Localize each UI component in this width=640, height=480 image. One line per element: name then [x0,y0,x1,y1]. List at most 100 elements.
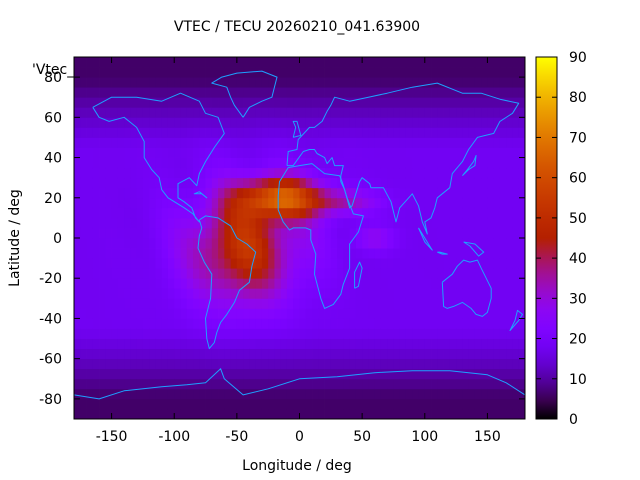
heat-cell [211,67,219,78]
heat-cell [474,117,482,128]
heat-cell [218,348,225,360]
heat-cell [249,388,257,400]
heat-cell [274,77,282,88]
heat-cell [211,87,219,98]
heat-cell [362,388,369,400]
heat-cell [299,117,307,128]
heat-cell [136,57,144,68]
heat-cell [130,107,138,118]
heat-cell [380,408,388,420]
heat-cell [224,258,231,269]
heat-cell [393,238,401,249]
heat-cell [349,147,357,158]
heat-cell [506,268,513,279]
heat-cell [80,348,87,360]
heat-cell [393,87,401,98]
heat-cell [506,378,513,390]
heat-cell [243,408,250,420]
heat-cell [405,248,413,259]
heat-cell [380,238,388,249]
heat-cell [518,157,526,169]
heat-cell [280,238,288,249]
heat-cell [499,258,507,269]
heat-cell [374,268,382,279]
heat-cell [299,408,307,420]
heat-cell [481,57,488,68]
heat-cell [418,107,426,118]
heat-cell [180,388,188,400]
heat-cell [518,147,526,158]
heat-cell [337,227,344,239]
heat-cell [349,217,357,229]
heat-cell [456,328,463,339]
heat-cell [362,197,369,209]
heat-cell [337,137,344,148]
heat-cell [218,268,225,279]
heat-cell [362,318,369,329]
heat-cell [299,348,307,360]
heat-cell [149,358,156,370]
heat-cell [405,127,413,138]
heat-cell [92,378,100,390]
heat-cell [449,308,457,319]
x-tick-label: 100 [411,429,438,445]
heat-cell [506,248,513,259]
heat-cell [274,378,282,390]
heat-cell [299,77,307,88]
heat-cell [205,288,213,299]
heat-cell [186,318,194,329]
heat-cell [330,187,338,199]
heat-cell [130,388,138,400]
heat-cell [149,308,156,319]
heat-cell [249,217,257,229]
heat-cell [255,258,263,269]
heat-cell [518,238,526,249]
coastline [437,251,448,255]
heat-cell [230,197,238,209]
heat-cell [117,207,125,219]
heat-cell [468,217,476,229]
heat-cell [512,368,520,380]
heat-cell [224,167,231,179]
heat-cell [211,278,219,289]
heat-cell [474,157,482,169]
heat-cell [493,167,501,179]
heat-cell [443,278,451,289]
heat-cell [218,258,225,269]
heat-cell [280,408,288,420]
heat-cell [286,107,294,118]
heat-cell [161,67,169,78]
heat-cell [293,258,300,269]
heat-cell [499,238,507,249]
heat-cell [318,167,325,179]
heat-cell [443,358,451,370]
heat-cell [374,77,382,88]
heat-cell [86,197,94,209]
heat-cell [493,288,501,299]
heat-cell [468,87,476,98]
heat-cell [243,187,250,199]
heat-cell [149,268,156,279]
heat-cell [437,117,444,128]
heat-cell [142,368,150,380]
heat-cell [424,197,432,209]
heat-cell [330,348,338,360]
heat-cell [468,197,476,209]
heat-cell [218,298,225,309]
heat-cell [211,97,219,108]
heat-cell [330,217,338,229]
heat-cell [324,97,332,108]
heat-cell [205,117,213,128]
heat-cell [305,57,313,68]
y-tick-label: 40 [44,151,62,167]
heat-cell [224,388,231,400]
heat-cell [293,67,300,78]
heat-cell [380,127,388,138]
heat-cell [362,167,369,179]
heat-cell [393,378,401,390]
heat-cell [286,258,294,269]
heat-cell [424,147,432,158]
heat-cell [374,227,382,239]
heat-cell [481,197,488,209]
colorbar-tick-label: 80 [569,90,587,106]
